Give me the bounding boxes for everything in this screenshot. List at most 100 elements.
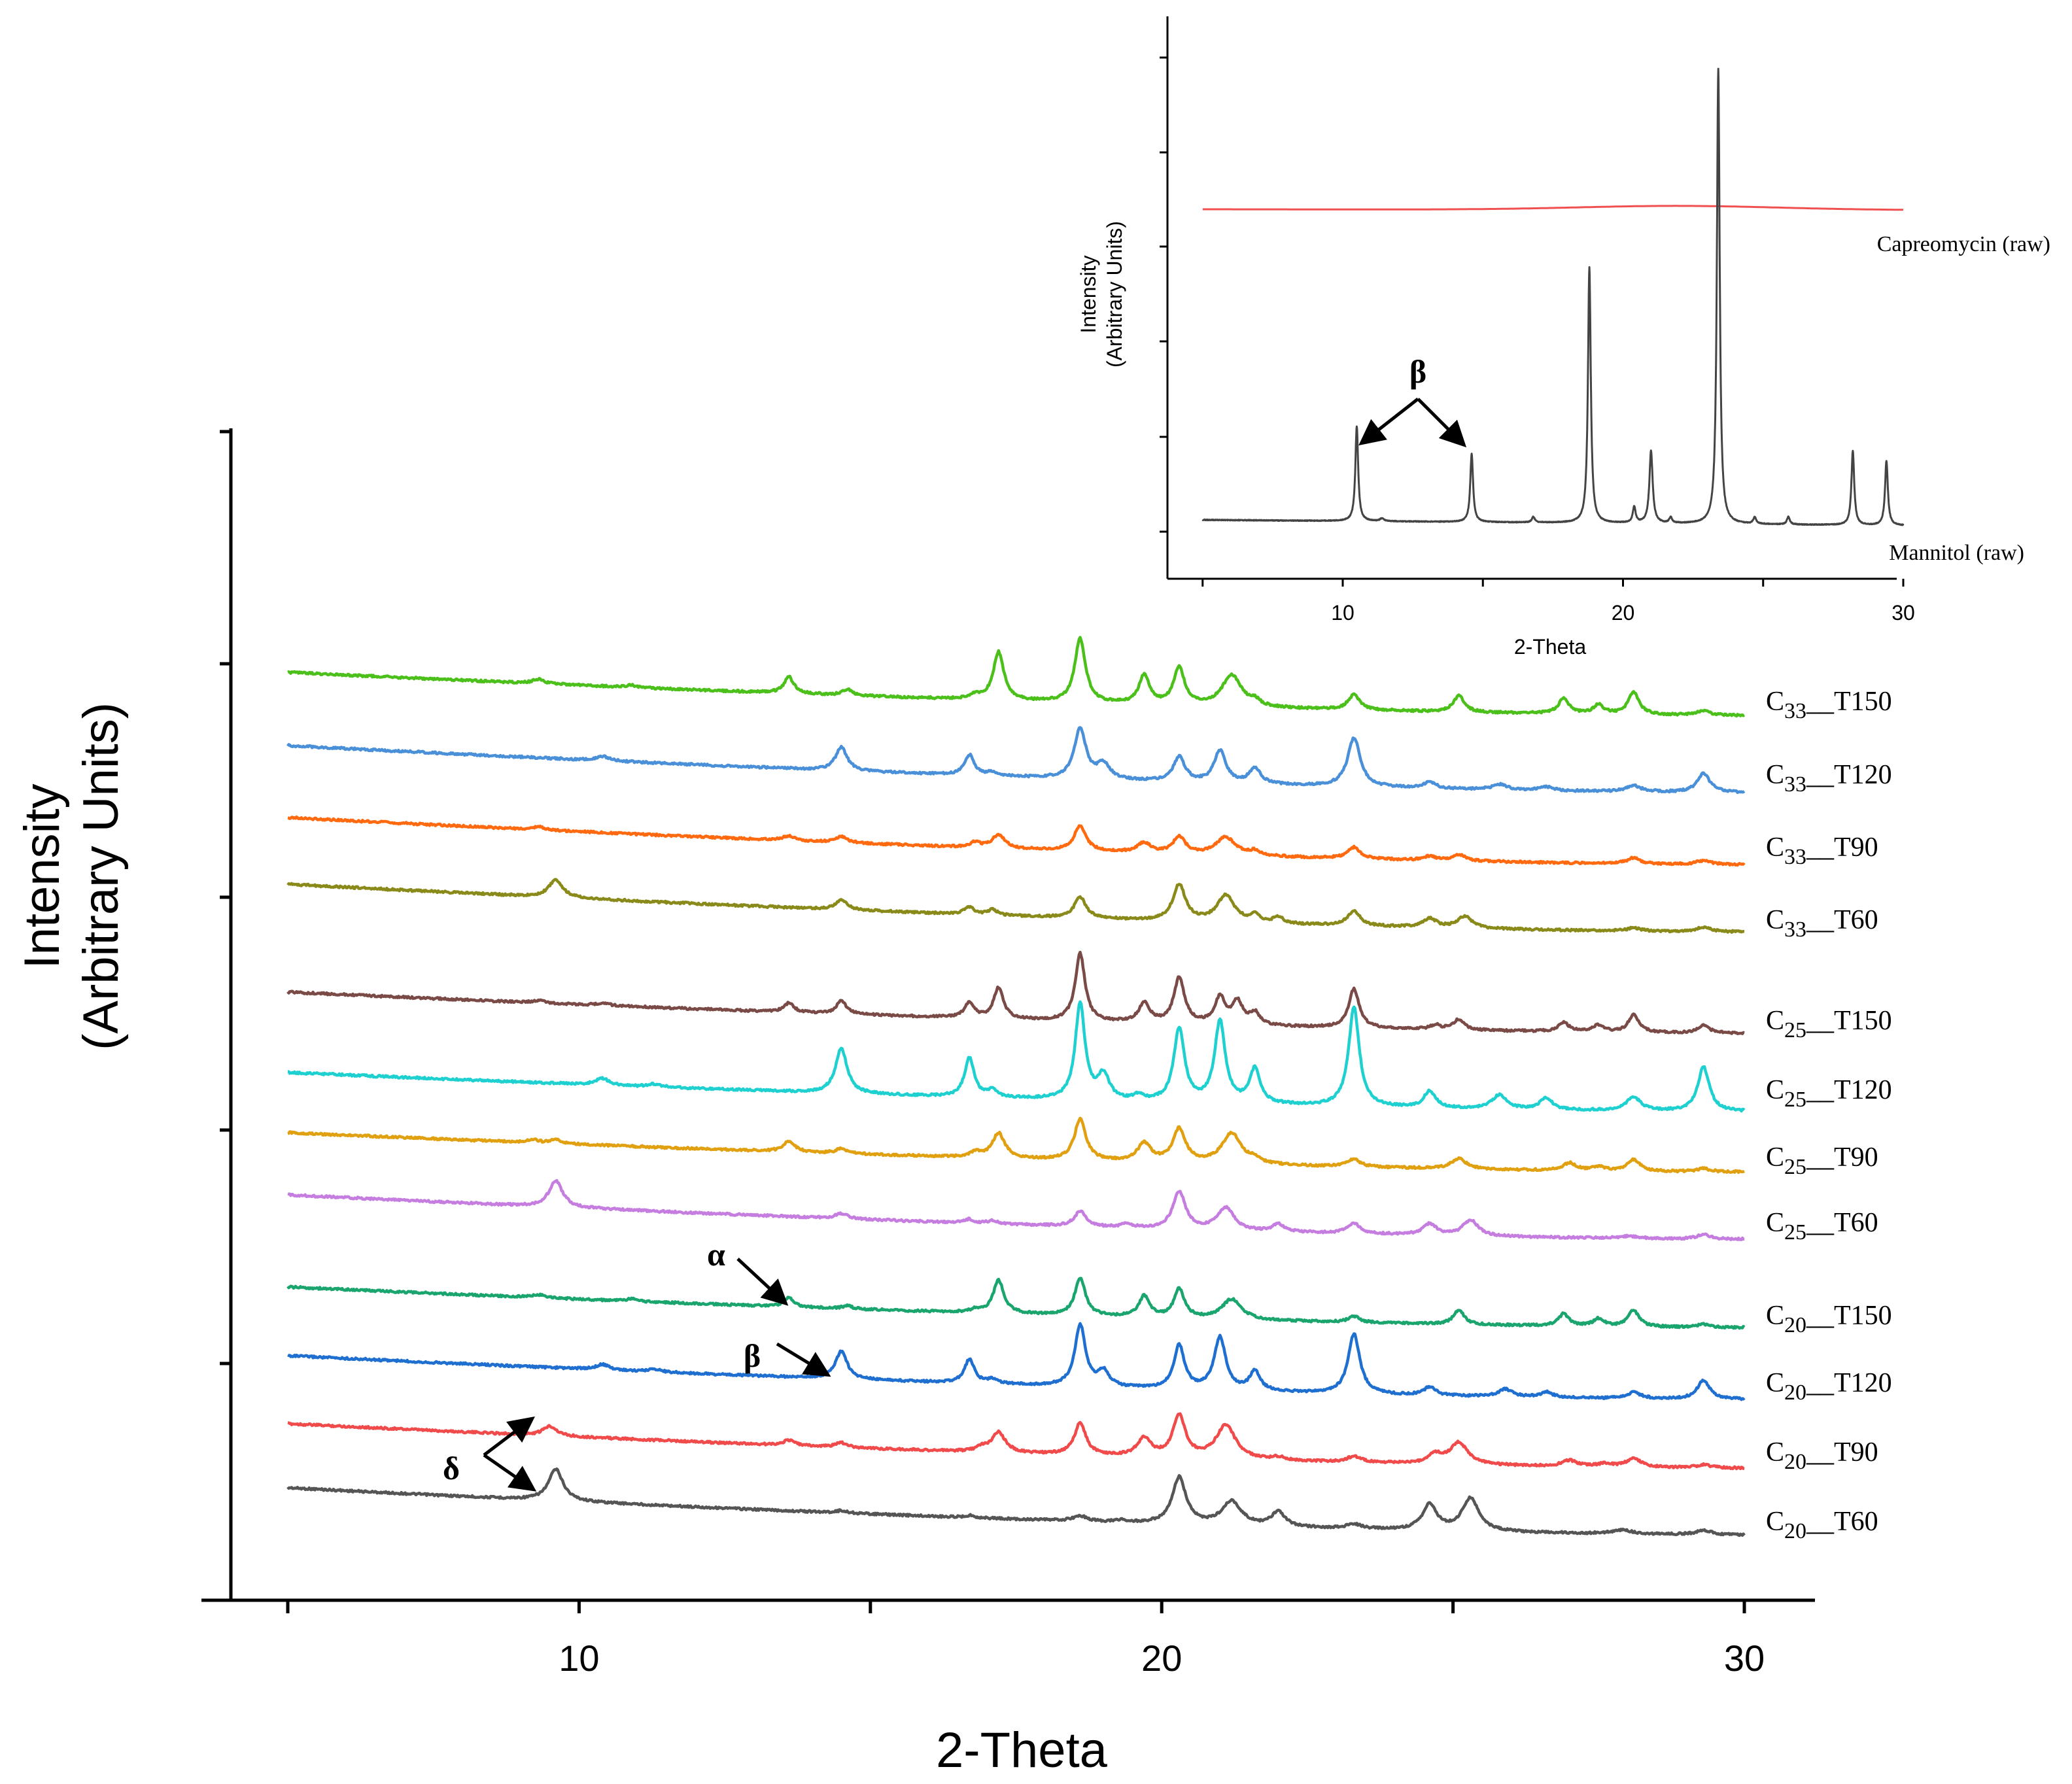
- inset-x-axis-label: 2-Theta: [1514, 635, 1586, 659]
- series-label-sub: 20: [1784, 1381, 1806, 1405]
- inset-y-axis-label-line2: (Arbitrary Units): [1103, 221, 1126, 368]
- alpha-label: α: [707, 1236, 725, 1273]
- series-label-main: C: [1766, 1368, 1784, 1398]
- series-label-rest: __T90: [1806, 1142, 1878, 1173]
- main-y-axis-label-line1: Intensity: [14, 783, 70, 969]
- series-label-sub: 33: [1784, 845, 1806, 869]
- series-label-c25-t150: C25__T150: [1766, 1006, 1892, 1042]
- series-label-c33-t150: C33__T150: [1766, 687, 1892, 723]
- series-label-c20-t90: C20__T90: [1766, 1437, 1878, 1474]
- beta-arrow: [776, 1342, 831, 1377]
- inset-beta-arrow-left: [1358, 398, 1419, 446]
- series-line-c20-t120: [287, 1322, 1746, 1401]
- series-line-c25-t60: [287, 1178, 1745, 1242]
- series-label-c33-t60: C33__T60: [1766, 905, 1878, 942]
- series-label-sub: 25: [1784, 1018, 1806, 1042]
- main-x-ticks: [286, 1600, 1746, 1613]
- series-label-c20-t60: C20__T60: [1766, 1507, 1878, 1543]
- series-line-c33-t120: [286, 726, 1746, 795]
- series-label-main: C: [1766, 905, 1784, 935]
- inset-beta-label: β: [1409, 353, 1426, 390]
- series-label-main: C: [1766, 1075, 1784, 1105]
- series-label-rest: __T120: [1806, 760, 1892, 790]
- series-label-main: C: [1766, 1437, 1784, 1467]
- series-label-rest: __T150: [1806, 687, 1892, 717]
- inset-x-tick-label: 10: [1331, 601, 1355, 625]
- main-x-axis-label: 2-Theta: [936, 1723, 1108, 1778]
- inset-y-axis-label-line1: Intensity: [1077, 255, 1100, 333]
- series-label-sub: 25: [1784, 1155, 1806, 1179]
- series-line-c33-t90: [287, 815, 1746, 867]
- series-label-main: C: [1766, 832, 1784, 863]
- inset-x-ticks: [1201, 579, 1905, 587]
- inset-x-tick-label: 30: [1891, 601, 1915, 625]
- series-label-main: C: [1766, 1507, 1784, 1537]
- delta-arrow-lower: [483, 1453, 537, 1492]
- annotation-alpha: α: [707, 1236, 789, 1306]
- delta-label: δ: [443, 1450, 460, 1486]
- alpha-arrow: [736, 1258, 789, 1306]
- series-label-c20-t150: C20__T150: [1766, 1301, 1892, 1337]
- delta-arrow-upper: [483, 1416, 535, 1456]
- series-label-main: C: [1766, 760, 1784, 790]
- series-line-c25-t90: [287, 1116, 1745, 1175]
- series-label-rest: __T60: [1806, 1507, 1878, 1537]
- series-label-c25-t90: C25__T90: [1766, 1142, 1878, 1179]
- series-line-c20-t90: [287, 1412, 1745, 1471]
- series-label-rest: __T60: [1806, 1208, 1878, 1238]
- inset-beta-arrow-right: [1417, 398, 1467, 448]
- series-label-c33-t90: C33__T90: [1766, 832, 1878, 869]
- series-line-c25-t120: [287, 1000, 1746, 1113]
- series-label-c25-t120: C25__T120: [1766, 1075, 1892, 1112]
- inset-background: [1151, 13, 2067, 660]
- main-y-axis-label-line2: (Arbitrary Units): [73, 702, 129, 1050]
- x-tick-label: 30: [1724, 1638, 1765, 1679]
- series-label-rest: __T120: [1806, 1075, 1892, 1105]
- main-chart: 10 20 30 2-Theta Intensity (Arbitrary Unit…: [14, 428, 1892, 1778]
- inset-x-tick-label: 20: [1612, 601, 1635, 625]
- series-label-c33-t120: C33__T120: [1766, 760, 1892, 797]
- beta-label: β: [744, 1337, 761, 1374]
- inset-x-tick-labels: 10 20 30: [1331, 601, 1915, 625]
- series-label-rest: __T90: [1806, 1437, 1878, 1467]
- x-tick-label: 20: [1141, 1638, 1182, 1679]
- series-label-sub: 20: [1784, 1313, 1806, 1337]
- series-label-main: C: [1766, 687, 1784, 717]
- series-label-rest: __T150: [1806, 1301, 1892, 1331]
- series-label-sub: 20: [1784, 1450, 1806, 1474]
- series-line-c20-t150: [286, 1277, 1746, 1330]
- series-line-c25-t150: [286, 950, 1745, 1035]
- series-label-sub: 33: [1784, 699, 1806, 723]
- series-line-c33-t60: [286, 878, 1745, 934]
- main-x-tick-labels: 10 20 30: [559, 1638, 1765, 1679]
- inset-chart: 10 20 30 2-Theta Intensity (Arbitrary Unit…: [1077, 13, 2067, 660]
- inset-series-line-capreomycin: [1202, 205, 1903, 211]
- inset-traces: [1201, 67, 1905, 526]
- inset-series-label-capreomycin: Capreomycin (raw): [1877, 232, 2050, 256]
- series-label-sub: 33: [1784, 772, 1806, 797]
- series-line-c20-t60: [286, 1467, 1746, 1537]
- series-label-sub: 25: [1784, 1088, 1806, 1112]
- series-label-rest: __T90: [1806, 832, 1878, 863]
- series-label-main: C: [1766, 1301, 1784, 1331]
- series-label-rest: __T150: [1806, 1006, 1892, 1036]
- inset-annotation-beta: β: [1358, 353, 1467, 448]
- series-label-rest: __T60: [1806, 905, 1878, 935]
- series-label-sub: 33: [1784, 918, 1806, 942]
- series-label-main: C: [1766, 1006, 1784, 1036]
- series-label-sub: 20: [1784, 1519, 1806, 1543]
- series-label-rest: __T120: [1806, 1368, 1892, 1398]
- series-label-c25-t60: C25__T60: [1766, 1208, 1878, 1244]
- inset-y-ticks: [1160, 56, 1167, 533]
- inset-series-line-mannitol: [1201, 67, 1905, 526]
- series-label-main: C: [1766, 1208, 1784, 1238]
- x-tick-label: 10: [559, 1638, 599, 1679]
- main-traces: [286, 636, 1746, 1537]
- inset-series-label-mannitol: Mannitol (raw): [1889, 541, 2024, 565]
- series-label-main: C: [1766, 1142, 1784, 1173]
- series-label-c20-t120: C20__T120: [1766, 1368, 1892, 1405]
- series-line-c33-t150: [287, 636, 1745, 718]
- annotation-delta: δ: [443, 1416, 537, 1492]
- main-y-ticks: [220, 430, 231, 1365]
